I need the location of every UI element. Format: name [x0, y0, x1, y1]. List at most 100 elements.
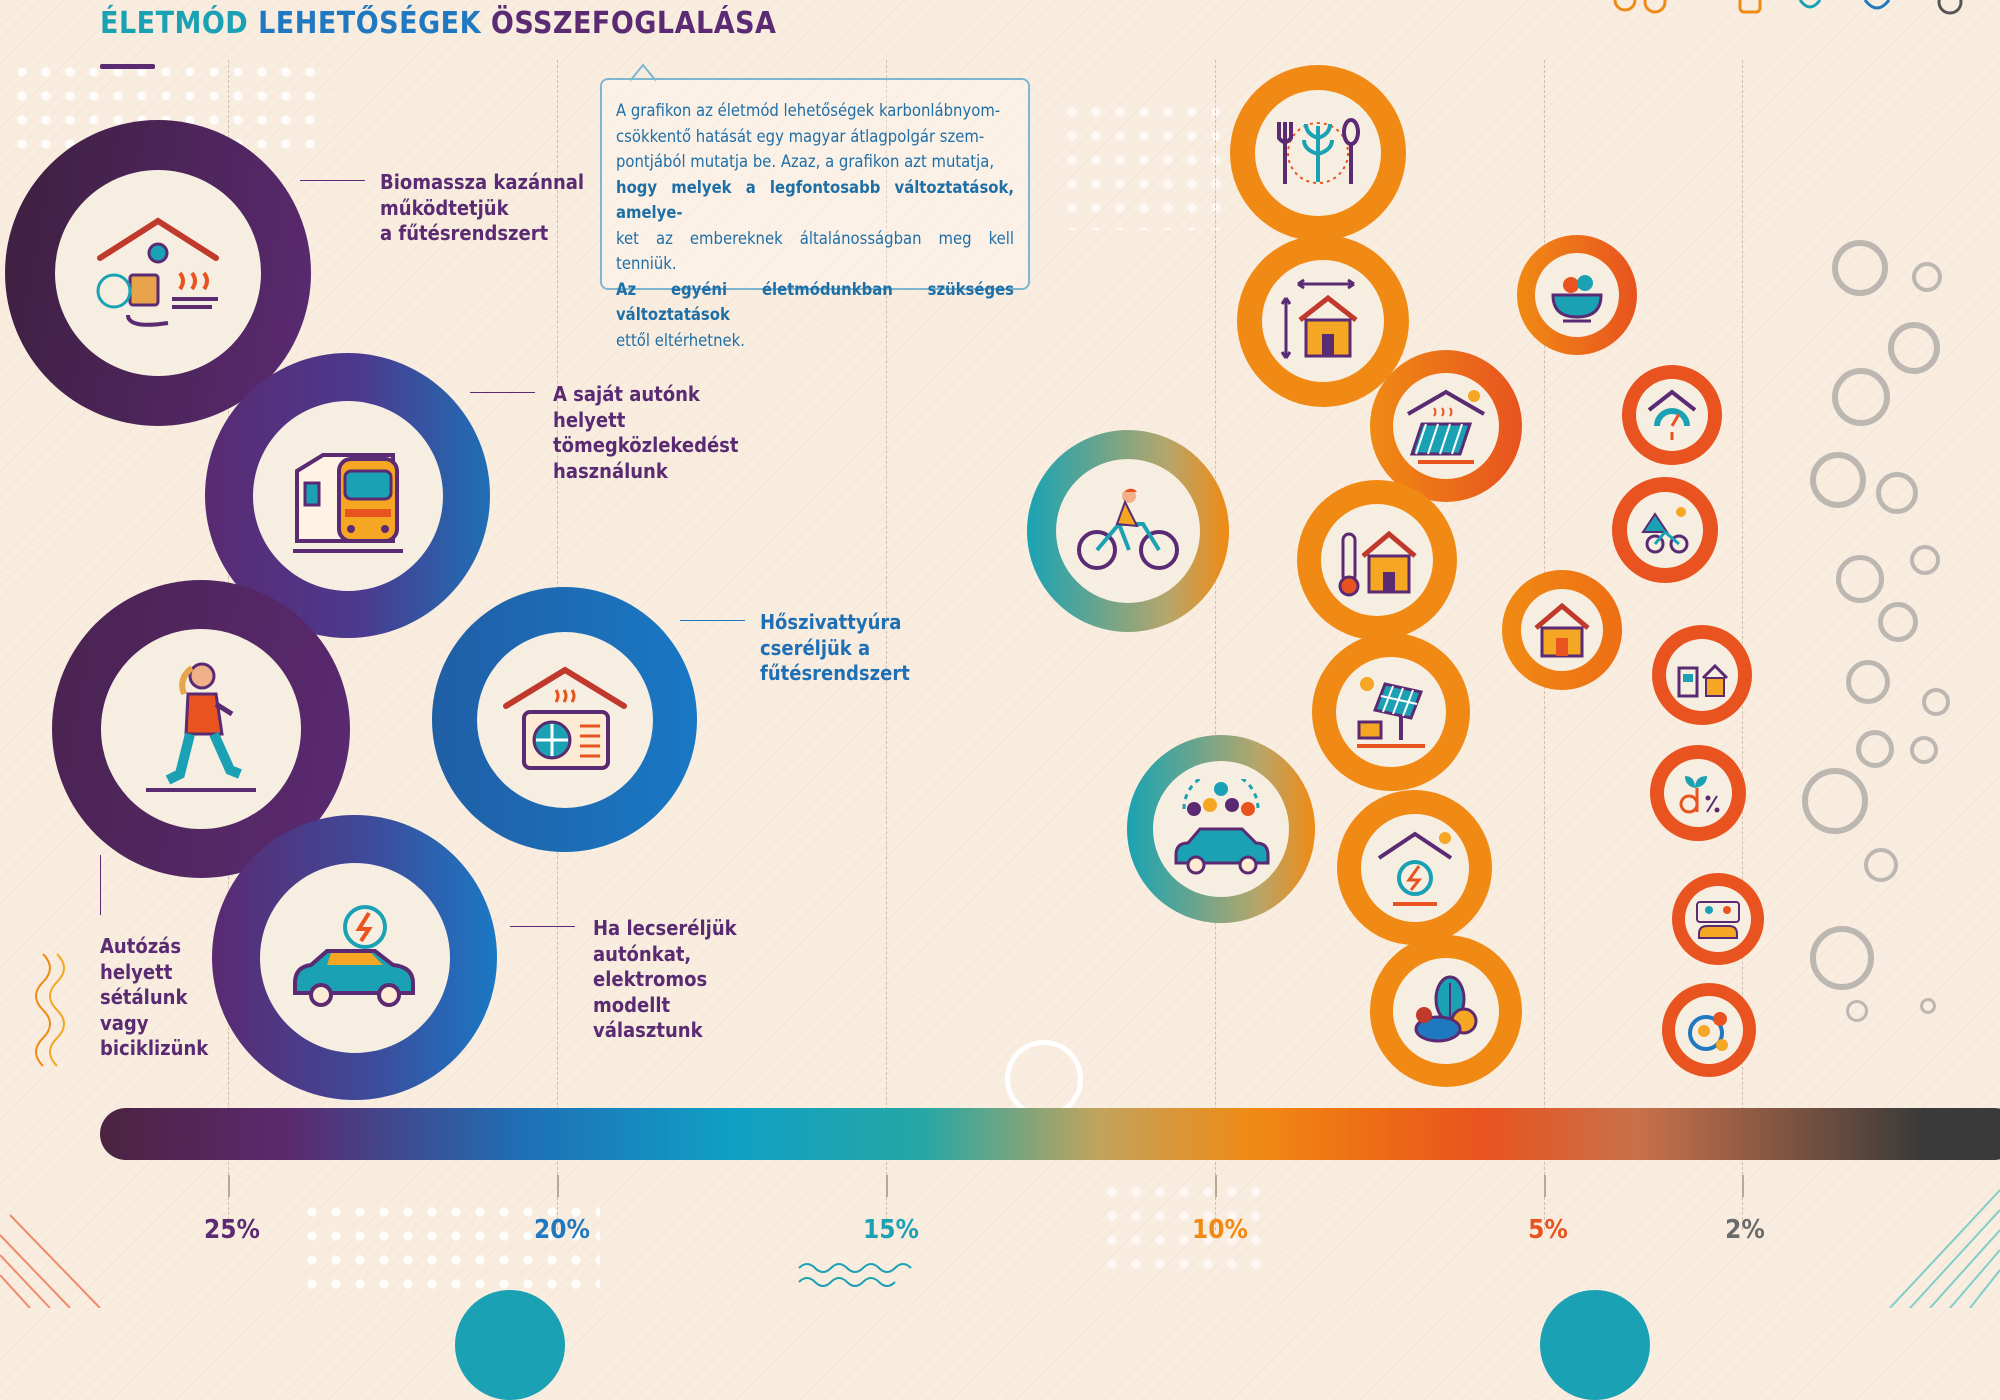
- heating-gauge-ring: [1622, 365, 1722, 465]
- bubble-decoration: [1856, 730, 1894, 768]
- bubble-decoration: [1836, 555, 1884, 603]
- thermostat-ring: [1297, 480, 1457, 640]
- bubble-decoration: [1005, 1040, 1083, 1118]
- bike-vacation-icon: [1641, 507, 1689, 554]
- info-line: pontjából mutatja be. Azaz, a grafikon a…: [616, 152, 995, 171]
- tick-label-20: 20%: [534, 1215, 590, 1245]
- tick-label-10: 10%: [1192, 1215, 1248, 1245]
- food-waste-ring: [1662, 983, 1756, 1077]
- info-box: A grafikon az életmód lehetőségek karbon…: [600, 78, 1030, 350]
- wave-decoration: [798, 1263, 912, 1287]
- bubble-decoration: [1832, 368, 1890, 426]
- squiggle-decoration: [35, 953, 65, 1067]
- info-line: ettől eltérhetnek.: [616, 330, 745, 350]
- tick-2: [1742, 1175, 1744, 1197]
- biomass-house-icon: [96, 217, 219, 327]
- label-heatpump: Hőszivattyúra cseréljük a fűtésrendszert: [760, 610, 910, 685]
- bubble-decoration: [1810, 452, 1866, 508]
- tick-10: [1215, 1175, 1217, 1197]
- solar-panel-icon: [1357, 677, 1425, 748]
- food-waste-icon: [1688, 1012, 1728, 1051]
- leader-heatpump: [680, 620, 745, 621]
- salad-bowl-icon: [1551, 275, 1603, 323]
- corner-stripes-right: [1889, 1189, 2000, 1308]
- solar-panel-ring: [1312, 633, 1470, 791]
- bubble-decoration: [1802, 768, 1868, 834]
- bubble-decoration: [1810, 926, 1874, 990]
- heating-gauge-icon: [1647, 389, 1697, 440]
- biomass-ring: [5, 120, 311, 426]
- transit-ring: [205, 353, 490, 638]
- title-underline: [100, 64, 155, 69]
- train-icon: [292, 452, 403, 553]
- page-title: ÉLETMÓD LEHETŐSÉGEK ÖSSZEFOGLALÁSA: [100, 6, 776, 41]
- bubble-decoration: [1910, 736, 1938, 764]
- tick-label-15: 15%: [863, 1215, 919, 1245]
- bubble-decoration: [1846, 660, 1890, 704]
- house-size-ring: [1237, 235, 1409, 407]
- tick-label-2: 2%: [1725, 1215, 1765, 1245]
- house-size-icon: [1280, 278, 1358, 359]
- ev-ring: [212, 815, 497, 1100]
- shared-car-ring: [1672, 873, 1764, 965]
- dot-pattern: [1060, 100, 1220, 230]
- title-word-3: ÖSSZEFOGLALÁSA: [490, 6, 777, 41]
- cyclist-ring: [1027, 430, 1229, 632]
- smart-home-icon: [1677, 663, 1729, 698]
- corner-stripes-left: [0, 1214, 101, 1308]
- label-transit: A saját autónk helyett tömegközlekedést …: [553, 382, 739, 483]
- plant-meal-ring: [1230, 65, 1406, 241]
- thermostat-house-icon: [1338, 530, 1417, 597]
- electric-car-icon: [292, 904, 415, 1007]
- heatpump-ring: [432, 587, 697, 852]
- solar-water-ring: [1370, 350, 1522, 502]
- leader-biomass: [300, 180, 365, 181]
- info-line: Az egyéni életmódunkban szükséges változ…: [616, 279, 1014, 325]
- walking-person-icon: [146, 662, 256, 792]
- carpool-ring: [1127, 735, 1315, 923]
- infobox-notch: [630, 63, 656, 82]
- bubble-decoration: [1864, 848, 1898, 882]
- plant-based-meal-icon: [1277, 118, 1360, 184]
- leader-ev: [510, 926, 575, 927]
- bubble-decoration: [1846, 1000, 1868, 1022]
- info-line: ket az embereknek általánosságban meg ke…: [616, 228, 1014, 274]
- bike-vacation-ring: [1612, 477, 1718, 583]
- plant-percent-icon: [1679, 776, 1720, 814]
- insulated-house-icon: [1534, 602, 1590, 658]
- tick-20: [557, 1175, 559, 1197]
- solar-water-heater-icon: [1406, 389, 1486, 464]
- bubble-decoration: [1832, 240, 1888, 296]
- dot-pattern: [300, 1200, 600, 1300]
- gridline-15: [886, 60, 887, 1230]
- renewable-electricity-house-icon: [1377, 831, 1452, 906]
- leader-walking: [100, 855, 101, 915]
- local-food-icon: [1414, 975, 1478, 1043]
- info-line: hogy melyek a legfontosabb változtatások…: [616, 177, 1014, 223]
- local-food-ring: [1370, 935, 1522, 1087]
- insulated-house-ring: [1502, 570, 1622, 690]
- partial-circle-bottom: [1540, 1290, 1650, 1400]
- impact-gradient-bar: [100, 1108, 2000, 1160]
- cyclist-icon: [1077, 488, 1179, 570]
- info-line: A grafikon az életmód lehetőségek karbon…: [616, 101, 1001, 120]
- leader-transit: [470, 392, 535, 393]
- title-word-2: LEHETŐSÉGEK: [258, 6, 482, 41]
- dot-pattern: [1100, 1180, 1260, 1280]
- tick-25: [228, 1175, 230, 1197]
- smart-home-ring: [1652, 625, 1752, 725]
- bubble-decoration: [1912, 262, 1942, 292]
- heat-pump-icon: [502, 665, 627, 770]
- bubble-decoration: [1922, 688, 1950, 716]
- salad-ring: [1517, 235, 1637, 355]
- bubble-decoration: [1878, 602, 1918, 642]
- plant-percent-ring: [1650, 745, 1746, 841]
- shared-car-icon: [1696, 901, 1740, 939]
- bubble-decoration: [1910, 545, 1940, 575]
- tick-label-5: 5%: [1528, 1215, 1568, 1245]
- label-ev: Ha lecseréljük autónkat, elektromos mode…: [593, 916, 737, 1042]
- title-word-1: ÉLETMÓD: [100, 6, 249, 41]
- bubble-decoration: [1876, 472, 1918, 514]
- partial-circle-bottom: [455, 1290, 565, 1400]
- label-walking: Autózás helyett sétálunk vagy biciklizün…: [100, 934, 209, 1060]
